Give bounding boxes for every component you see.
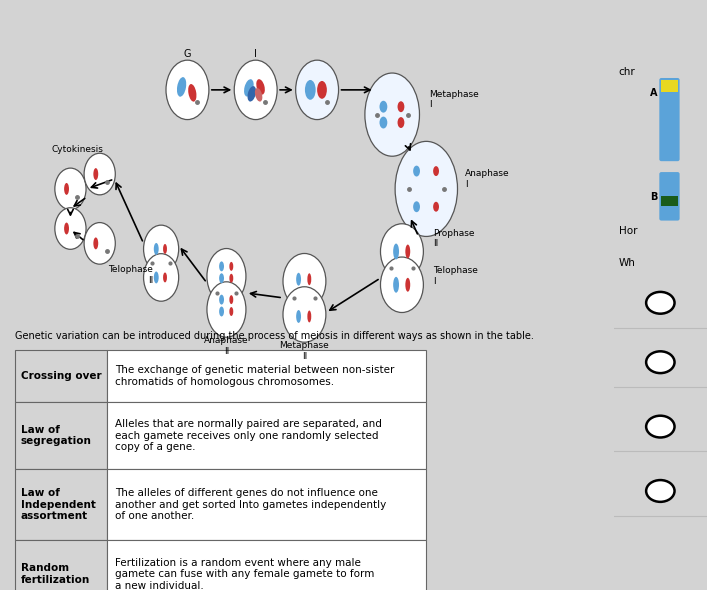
- Bar: [15, 350, 107, 402]
- Text: Telophase
I: Telophase I: [433, 266, 478, 286]
- Ellipse shape: [55, 168, 86, 209]
- Bar: [661, 196, 677, 206]
- Ellipse shape: [405, 245, 410, 258]
- Ellipse shape: [163, 244, 167, 254]
- Ellipse shape: [84, 222, 115, 264]
- Bar: [15, 469, 107, 540]
- Text: Hor: Hor: [619, 225, 637, 235]
- Text: Wh: Wh: [619, 258, 636, 268]
- Ellipse shape: [229, 307, 233, 316]
- Ellipse shape: [380, 257, 423, 313]
- Bar: [107, 469, 426, 540]
- Ellipse shape: [308, 310, 311, 322]
- Ellipse shape: [219, 307, 224, 316]
- Ellipse shape: [163, 273, 167, 283]
- Ellipse shape: [646, 480, 674, 502]
- Bar: [661, 80, 677, 92]
- Ellipse shape: [393, 244, 399, 260]
- Text: Metaphase
I: Metaphase I: [429, 90, 479, 110]
- Ellipse shape: [229, 274, 233, 283]
- Ellipse shape: [395, 142, 457, 237]
- Text: The exchange of genetic material between non-sister
chromatids of homologous chr: The exchange of genetic material between…: [115, 365, 395, 387]
- Ellipse shape: [380, 117, 387, 129]
- Text: Random
fertilization: Random fertilization: [21, 563, 90, 585]
- Text: Genetic variation can be introduced during the process of meiosis in different w: Genetic variation can be introduced duri…: [15, 330, 534, 340]
- Ellipse shape: [397, 117, 404, 128]
- Ellipse shape: [296, 60, 339, 120]
- Ellipse shape: [308, 273, 311, 285]
- Text: Crossing over: Crossing over: [21, 371, 101, 381]
- Text: A: A: [650, 88, 658, 98]
- Ellipse shape: [144, 254, 179, 301]
- Ellipse shape: [405, 278, 410, 291]
- Text: Alleles that are normally paired are separated, and
each gamete receives only on: Alleles that are normally paired are sep…: [115, 419, 382, 452]
- Ellipse shape: [257, 79, 265, 94]
- Text: G: G: [184, 49, 191, 59]
- Ellipse shape: [64, 183, 69, 195]
- Ellipse shape: [247, 86, 256, 101]
- Ellipse shape: [397, 101, 404, 112]
- Text: The alleles of different genes do not influence one
another and get sorted Into : The alleles of different genes do not in…: [115, 489, 387, 522]
- Text: Cytokinesis: Cytokinesis: [52, 145, 103, 154]
- Ellipse shape: [177, 77, 186, 97]
- Ellipse shape: [393, 277, 399, 293]
- Text: Law of
Independent
assortment: Law of Independent assortment: [21, 489, 95, 522]
- Ellipse shape: [188, 84, 197, 101]
- Ellipse shape: [433, 166, 439, 176]
- Ellipse shape: [255, 88, 262, 101]
- Ellipse shape: [55, 208, 86, 250]
- FancyBboxPatch shape: [660, 172, 679, 221]
- Ellipse shape: [64, 222, 69, 234]
- Ellipse shape: [283, 287, 326, 342]
- Text: Prophase
II: Prophase II: [433, 229, 474, 248]
- Ellipse shape: [413, 201, 420, 212]
- Ellipse shape: [154, 271, 158, 283]
- Ellipse shape: [207, 282, 246, 337]
- Text: B: B: [650, 192, 658, 202]
- Text: I: I: [255, 49, 257, 59]
- Ellipse shape: [207, 248, 246, 304]
- Text: Telophase
II: Telophase II: [108, 266, 153, 285]
- Ellipse shape: [84, 153, 115, 195]
- Text: Fertilization is a random event where any male
gamete can fuse with any female g: Fertilization is a random event where an…: [115, 558, 375, 590]
- Bar: [107, 540, 426, 590]
- Ellipse shape: [305, 80, 315, 100]
- Ellipse shape: [380, 224, 423, 279]
- Ellipse shape: [219, 294, 224, 304]
- Ellipse shape: [646, 292, 674, 314]
- Ellipse shape: [296, 310, 301, 323]
- Ellipse shape: [380, 101, 387, 113]
- Ellipse shape: [219, 273, 224, 283]
- Ellipse shape: [646, 351, 674, 373]
- Ellipse shape: [93, 237, 98, 250]
- Text: Law of
segregation: Law of segregation: [21, 425, 92, 446]
- Ellipse shape: [365, 73, 419, 156]
- Ellipse shape: [283, 254, 326, 309]
- Ellipse shape: [219, 261, 224, 271]
- Ellipse shape: [166, 60, 209, 120]
- Ellipse shape: [154, 243, 158, 255]
- Text: Anaphase
I: Anaphase I: [465, 169, 510, 189]
- Text: Metaphase
II: Metaphase II: [279, 342, 329, 361]
- Ellipse shape: [229, 262, 233, 271]
- Ellipse shape: [646, 416, 674, 438]
- Ellipse shape: [413, 166, 420, 176]
- Text: Anaphase
II: Anaphase II: [204, 336, 249, 356]
- Bar: [107, 402, 426, 469]
- FancyBboxPatch shape: [660, 78, 679, 161]
- Bar: [15, 402, 107, 469]
- Ellipse shape: [229, 295, 233, 304]
- Text: chr: chr: [619, 67, 636, 77]
- Ellipse shape: [296, 273, 301, 286]
- Ellipse shape: [144, 225, 179, 273]
- Ellipse shape: [93, 168, 98, 180]
- Ellipse shape: [317, 81, 327, 99]
- Bar: [15, 540, 107, 590]
- Ellipse shape: [433, 202, 439, 212]
- Ellipse shape: [234, 60, 277, 120]
- Ellipse shape: [244, 79, 254, 97]
- Bar: [107, 350, 426, 402]
